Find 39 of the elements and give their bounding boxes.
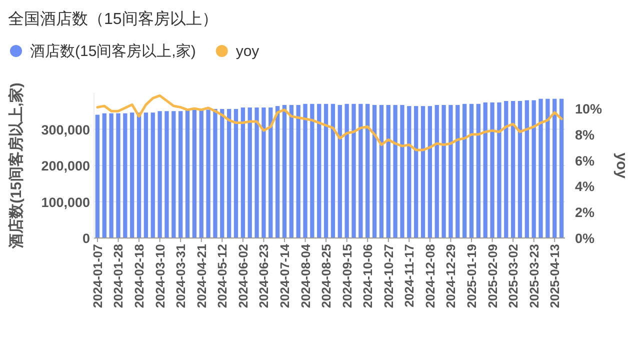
- y2-tick-label: 6%: [575, 153, 595, 168]
- x-tick-label: 2024-02-18: [132, 244, 147, 308]
- x-tick-label: 2024-01-07: [90, 244, 105, 308]
- legend-label: yoy: [236, 43, 260, 60]
- y2-axis-title: yoy: [613, 152, 630, 180]
- x-tick-label: 2025-01-19: [464, 244, 479, 308]
- chart-title: 全国酒店数（15间客房以上）: [8, 10, 218, 28]
- y2-tick-label: 10%: [575, 102, 602, 117]
- x-tick-label: 2024-08-25: [320, 244, 334, 308]
- x-tick-label: 2024-07-14: [278, 244, 292, 308]
- x-tick-label: 2025-03-02: [506, 244, 521, 308]
- x-tick-label: 2024-03-10: [153, 244, 168, 308]
- y-tick-label: 100,000: [41, 194, 90, 210]
- y-axis-title: 酒店数(15间客房以上,家): [7, 82, 25, 250]
- y-tick-label: 300,000: [41, 122, 90, 138]
- x-tick-label: 2024-06-23: [257, 244, 272, 308]
- x-tick-label: 2024-10-06: [361, 244, 376, 308]
- x-tick-label: 2025-04-13: [548, 244, 562, 308]
- x-tick-label: 2024-12-08: [423, 244, 438, 308]
- line-series: [96, 94, 563, 152]
- y2-tick-label: 4%: [575, 179, 595, 194]
- y2-tick-label: 0%: [575, 231, 595, 246]
- x-tick-label: 2024-04-21: [194, 244, 209, 308]
- y-tick-label: 0: [82, 231, 90, 246]
- x-tick-label: 2024-10-27: [382, 244, 396, 308]
- x-tick-label: 2024-01-28: [112, 244, 126, 308]
- x-tick-label: 2024-11-17: [402, 244, 417, 308]
- y2-tick-label: 8%: [575, 127, 595, 142]
- x-tick-label: 2024-03-31: [174, 244, 188, 308]
- y-tick-label: 200,000: [41, 158, 90, 174]
- x-tick-label: 2025-03-23: [527, 244, 542, 308]
- legend-label: 酒店数(15间客房以上,家): [30, 43, 196, 60]
- y2-tick-label: 2%: [575, 205, 595, 220]
- x-tick-label: 2024-09-15: [340, 244, 354, 308]
- x-tick-label: 2025-02-09: [486, 244, 500, 308]
- x-tick-label: 2024-05-12: [216, 244, 230, 308]
- x-tick-label: 2024-08-04: [298, 244, 313, 308]
- x-tick-label: 2024-06-02: [236, 244, 250, 308]
- x-tick-label: 2024-12-29: [444, 244, 458, 308]
